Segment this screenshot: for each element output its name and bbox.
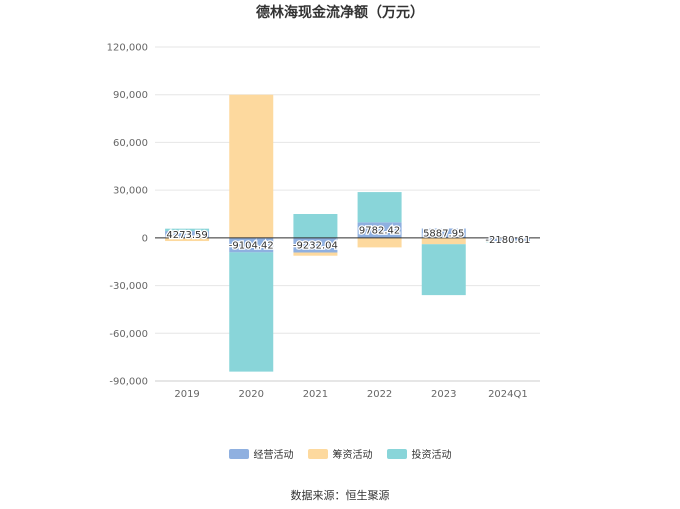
bar-2020-series-2: [229, 252, 274, 372]
bar-2023-series-1: [421, 237, 466, 245]
bar-2022-series-1: [357, 237, 402, 248]
legend-label: 筹资活动: [332, 450, 373, 461]
legend-label: 经营活动: [253, 450, 294, 461]
bar-2020-series-1: [229, 94, 274, 238]
chart-title: 德林海现金流净额（万元）: [256, 5, 424, 21]
legend-item[interactable]: 筹资活动: [307, 446, 373, 461]
bar-2020-series-0: [229, 237, 274, 253]
data-label: -9232.04: [293, 241, 338, 252]
x-tick-label: 2023: [431, 389, 456, 400]
bar-2021-series-2: [293, 214, 338, 238]
bar-2022-series-2: [357, 192, 402, 223]
x-tick-label: 2022: [367, 389, 392, 400]
bar-2019-series-1: [165, 237, 210, 242]
bar-2022-series-0: [357, 222, 402, 238]
data-label: -2180.61: [485, 235, 530, 246]
legend-swatch: [228, 448, 249, 459]
data-source-note: 数据来源：恒生聚源: [290, 489, 390, 502]
bar-2023-series-0: [421, 228, 466, 238]
bar-2024Q1-series-1: [485, 241, 530, 242]
y-tick-label: 0: [142, 233, 148, 244]
y-axis-ticks: 120,000 90,000 60,000 30,000 0 -30,000 -60,000…: [107, 43, 148, 388]
legend-label: 投资活动: [411, 450, 452, 461]
x-tick-label: 2021: [303, 389, 328, 400]
bar-2021-series-1: [293, 252, 338, 256]
bar-2024Q1-series-2: [485, 241, 530, 243]
y-tick-label: 120,000: [107, 43, 148, 54]
y-tick-label: 60,000: [113, 138, 148, 149]
legend-item[interactable]: 投资活动: [386, 446, 452, 461]
x-tick-label: 2024Q1: [488, 389, 528, 400]
grid-lines: [155, 46, 540, 382]
y-tick-label: -60,000: [109, 329, 148, 340]
x-tick-label: 2020: [239, 389, 264, 400]
bar-2023-series-2: [421, 244, 466, 296]
y-tick-label: 90,000: [113, 90, 148, 101]
x-tick-label: 2019: [174, 389, 199, 400]
x-axis-ticks: 2019 2020 2021 2022 2023 2024Q1: [155, 380, 540, 400]
data-label: 5887.95: [423, 229, 464, 240]
legend-item[interactable]: 经营活动: [228, 446, 294, 461]
legend: 经营活动 筹资活动 投资活动: [0, 446, 680, 461]
data-label: -9104.42: [229, 241, 274, 252]
legend-swatch: [307, 448, 328, 459]
data-label: 4273.59: [166, 230, 207, 241]
y-tick-label: -30,000: [109, 281, 148, 292]
y-tick-label: 30,000: [113, 186, 148, 197]
legend-swatch: [386, 448, 407, 459]
data-labels: 4273.59 -9104.42 -9232.04 9782.42 5887.95 -21…: [165, 224, 531, 253]
bar-2019-series-2: [165, 228, 210, 232]
bar-2019-series-0: [165, 231, 210, 238]
data-label: 9782.42: [359, 226, 400, 237]
bar-2021-series-0: [293, 237, 338, 253]
bar-2024Q1-series-0: [485, 237, 530, 242]
bars: [165, 94, 530, 372]
y-tick-label: -90,000: [109, 377, 148, 388]
